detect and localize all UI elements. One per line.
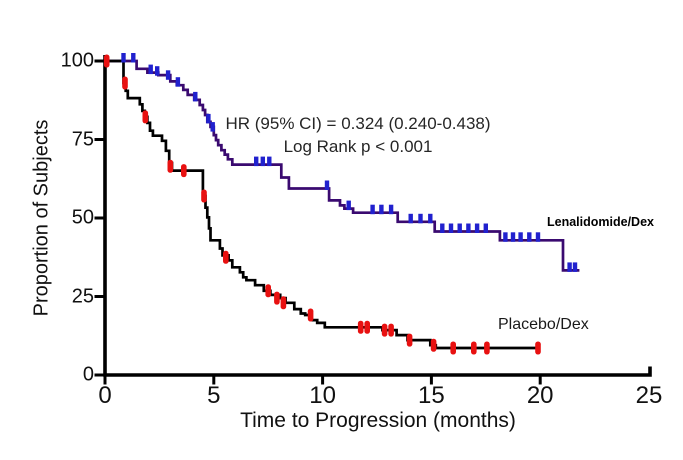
lenalidomide-dex-censor-tick bbox=[535, 232, 541, 242]
lenalidomide-dex-censor-tick bbox=[466, 223, 471, 233]
lenalidomide-dex-censor-tick bbox=[254, 156, 259, 167]
placebo-dex-censor-tick bbox=[142, 110, 149, 124]
placebo-dex-censor-tick bbox=[471, 341, 477, 355]
placebo-dex-censor-tick bbox=[388, 323, 394, 337]
placebo-dex-censor-tick bbox=[364, 320, 370, 334]
x-tick-label: 0 bbox=[98, 382, 112, 409]
x-tick-label: 25 bbox=[635, 382, 663, 409]
lenalidomide-dex-censor-tick bbox=[518, 232, 523, 242]
stats-annotation: HR (95% CI) = 0.324 (0.240-0.438) Log Ra… bbox=[225, 112, 490, 158]
placebo-dex-censor-tick bbox=[406, 333, 413, 347]
lenalidomide-dex-censor-tick bbox=[448, 223, 454, 233]
lenalidomide-dex-censor-tick bbox=[418, 213, 423, 224]
lenalidomide-dex-censor-tick bbox=[206, 113, 211, 124]
placebo-dex-censor-tick bbox=[450, 341, 456, 355]
y-tick-label: 25 bbox=[71, 285, 94, 307]
legend-label-lenalidomide-dex: Lenalidomide/Dex bbox=[547, 215, 654, 229]
x-tick-label: 15 bbox=[418, 382, 445, 409]
logrank-annotation: Log Rank p < 0.001 bbox=[283, 137, 433, 156]
placebo-dex-censor-tick bbox=[381, 323, 388, 337]
y-tick-label: 100 bbox=[60, 49, 94, 72]
y-tick-label: 50 bbox=[71, 206, 94, 229]
lenalidomide-dex-censor-tick bbox=[567, 262, 572, 272]
lenalidomide-dex-censor-tick bbox=[155, 66, 160, 76]
placebo-dex-censor-tick bbox=[181, 164, 187, 178]
legend-label-placebo-dex: Placebo/Dex bbox=[498, 316, 589, 333]
lenalidomide-dex-censor-tick bbox=[121, 53, 126, 63]
lenalidomide-dex-censor-tick bbox=[572, 262, 578, 272]
placebo-dex-censor-tick bbox=[201, 189, 207, 203]
x-tick-label: 5 bbox=[207, 382, 221, 409]
placebo-dex-censor-tick bbox=[265, 284, 271, 298]
x-axis-label: Time to Progression (months) bbox=[240, 409, 516, 432]
lenalidomide-dex-censor-tick bbox=[165, 70, 171, 80]
placebo-dex-censor-tick bbox=[307, 308, 314, 322]
lenalidomide-dex-censor-tick bbox=[527, 232, 532, 242]
y-axis-label: Proportion of Subjects bbox=[30, 119, 53, 317]
placebo-dex-censor-tick bbox=[357, 320, 364, 334]
lenalidomide-dex-censor-tick bbox=[210, 122, 215, 132]
placebo-dex-censor-tick bbox=[484, 341, 490, 355]
lenalidomide-dex-censor-tick bbox=[193, 91, 198, 102]
lenalidomide-dex-censor-tick bbox=[503, 232, 508, 242]
y-tick-label: 0 bbox=[82, 363, 94, 386]
lenalidomide-dex-censor-tick bbox=[260, 156, 265, 167]
lenalidomide-dex-censor-tick bbox=[483, 223, 488, 233]
placebo-dex-censor-tick bbox=[274, 291, 280, 305]
lenalidomide-dex-censor-tick bbox=[370, 204, 375, 215]
placebo-dex-censor-tick bbox=[535, 341, 541, 355]
lenalidomide-dex-censor-tick bbox=[474, 223, 480, 233]
placebo-dex-curve bbox=[105, 59, 540, 350]
lenalidomide-dex-curve bbox=[105, 59, 580, 272]
lenalidomide-dex-censor-tick bbox=[324, 180, 330, 190]
placebo-dex-censor-tick bbox=[223, 250, 229, 264]
y-tick-label: 75 bbox=[71, 128, 94, 150]
hr-annotation: HR (95% CI) = 0.324 (0.240-0.438) bbox=[225, 114, 491, 133]
lenalidomide-dex-censor-tick bbox=[510, 232, 516, 242]
lenalidomide-dex-censor-tick bbox=[440, 223, 445, 233]
placebo-dex-censor-tick bbox=[103, 54, 110, 68]
lenalidomide-dex-censor-tick bbox=[267, 156, 272, 167]
x-tick-label: 10 bbox=[309, 382, 336, 409]
axes-line bbox=[103, 55, 652, 377]
placebo-dex-censor-tick bbox=[122, 76, 128, 90]
lenalidomide-dex-censor-tick bbox=[388, 204, 394, 215]
placebo-dex-censor-tick bbox=[430, 338, 437, 352]
lenalidomide-dex-censor-tick bbox=[408, 213, 413, 224]
lenalidomide-dex-censor-tick bbox=[175, 77, 181, 87]
placebo-dex-censor-tick bbox=[280, 296, 287, 310]
x-tick-label: 20 bbox=[526, 382, 554, 409]
lenalidomide-dex-censor-tick bbox=[457, 223, 462, 233]
lenalidomide-dex-censor-tick bbox=[379, 204, 384, 215]
placebo-dex-censor-tick bbox=[167, 159, 174, 173]
lenalidomide-dex-censor-tick bbox=[131, 53, 136, 63]
lenalidomide-dex-censor-tick bbox=[346, 200, 351, 211]
lenalidomide-dex-censor-tick bbox=[428, 213, 433, 224]
lenalidomide-dex-censor-tick bbox=[148, 64, 153, 75]
